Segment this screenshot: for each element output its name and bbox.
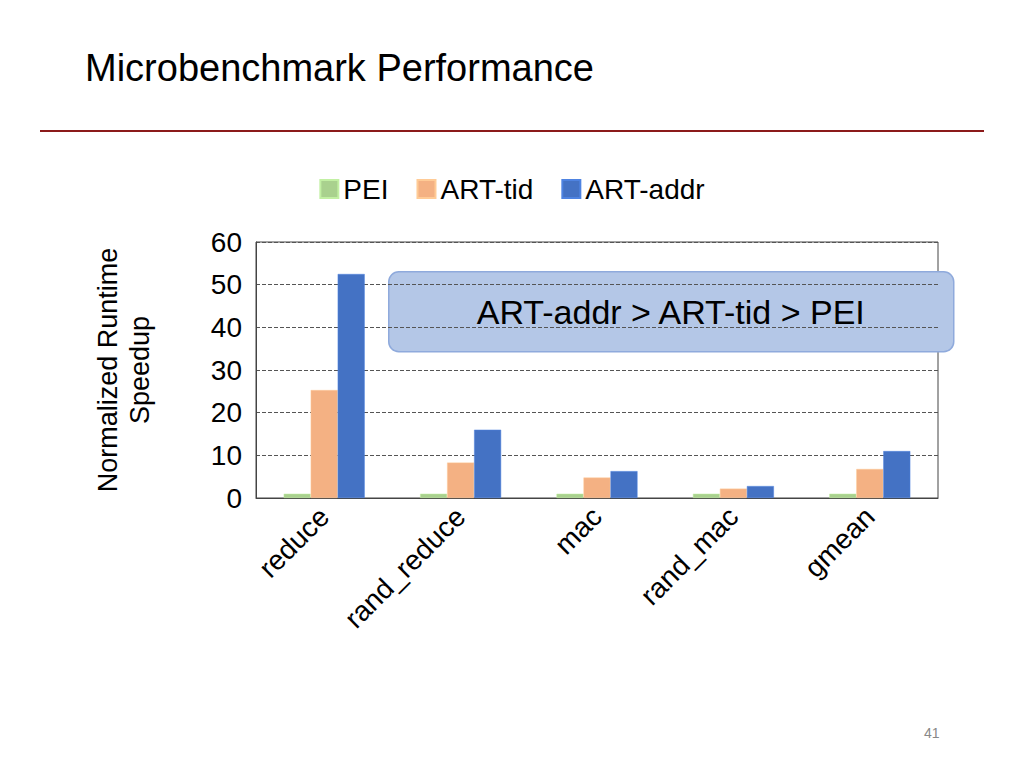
svg-text:reduce: reduce xyxy=(253,501,335,583)
svg-text:41: 41 xyxy=(924,725,940,741)
svg-text:mac: mac xyxy=(549,501,608,560)
svg-text:ART-addr: ART-addr xyxy=(585,174,704,205)
svg-text:50: 50 xyxy=(211,269,242,300)
svg-text:ART-tid: ART-tid xyxy=(440,174,533,205)
svg-text:rand_reduce: rand_reduce xyxy=(339,501,472,634)
svg-text:20: 20 xyxy=(211,397,242,428)
svg-text:Speedup: Speedup xyxy=(125,316,155,424)
svg-text:Microbenchmark Performance: Microbenchmark Performance xyxy=(85,47,594,89)
svg-text:rand_mac: rand_mac xyxy=(634,501,744,611)
svg-text:40: 40 xyxy=(211,312,242,343)
svg-text:60: 60 xyxy=(211,227,242,258)
svg-text:Normalized Runtime: Normalized Runtime xyxy=(93,248,123,493)
svg-text:ART-addr > ART-tid > PEI: ART-addr > ART-tid > PEI xyxy=(477,293,865,331)
svg-text:PEI: PEI xyxy=(343,174,388,205)
svg-text:0: 0 xyxy=(226,483,242,514)
svg-text:10: 10 xyxy=(211,440,242,471)
svg-text:gmean: gmean xyxy=(798,501,880,583)
svg-text:30: 30 xyxy=(211,355,242,386)
